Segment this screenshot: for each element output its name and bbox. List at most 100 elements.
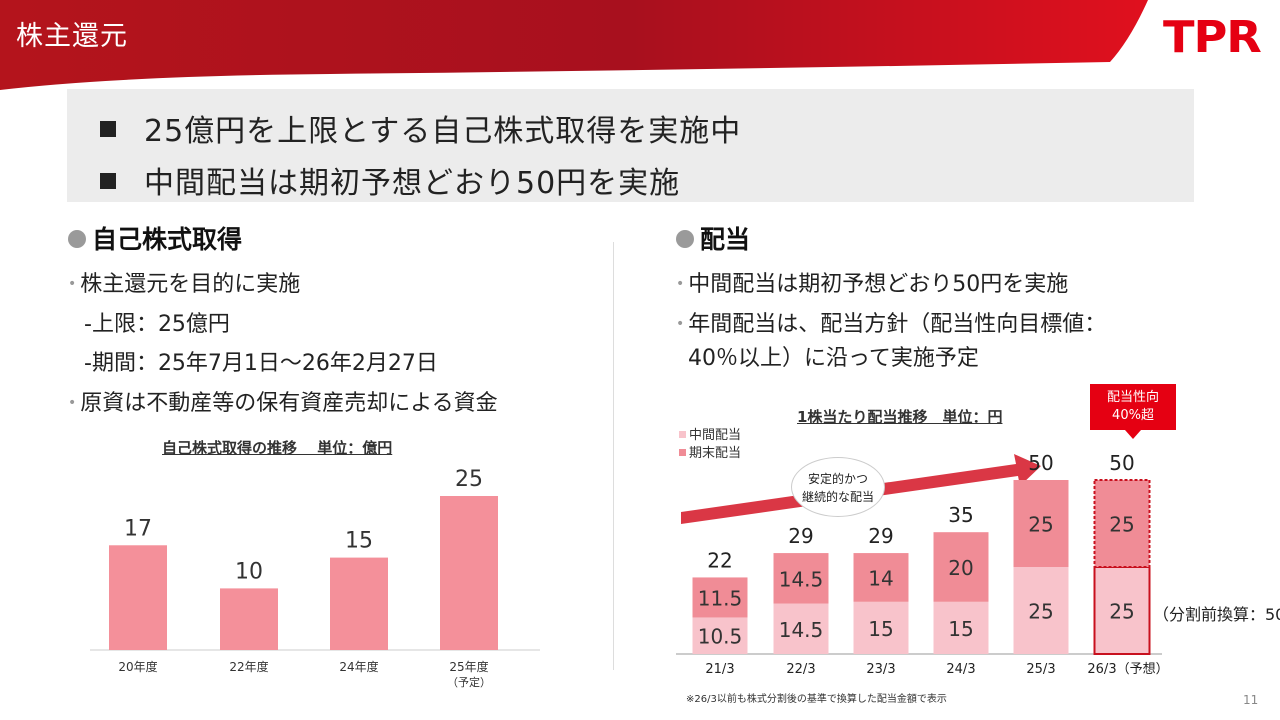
bar-interim [1013,567,1069,654]
buyback-bullet-1: • 株主還元を目的に実施 [68,266,300,298]
buyback-category-label: 24年度 [339,659,378,674]
bar-interim [773,603,829,654]
bar-year-end-forecast [1093,479,1151,568]
dividend-bullet-2: • 年間配当は、配当方針（配当性向目標値： [676,306,1106,338]
total-value-label: 29 [788,524,813,548]
total-value-label: 50 [1028,451,1053,475]
buyback-bar [330,557,388,650]
bar-interim-forecast [1093,566,1151,655]
buyback-bar [109,545,167,650]
tpr-logo: TPR [1163,12,1262,63]
buyback-bullet-3-text: -期間：25年7月1日～26年2月27日 [84,351,438,376]
dot-bullet-icon: • [676,276,685,292]
bar-year-end [853,553,909,602]
dividend-category-label: 22/3 [786,662,815,677]
square-bullet-icon [100,172,116,189]
interim-value-label: 14.5 [779,618,824,642]
year-end-value-label: 11.5 [698,586,743,610]
year-end-value-label: 25 [1109,513,1134,537]
dividend-bullet-2-text: 年間配当は、配当方針（配当性向目標値： [688,312,1107,337]
summary-text-1: 25億円を上限とする自己株式取得を実施中 [144,114,742,149]
dividend-bullet-3: 40％以上）に沿って実施予定 [688,340,979,372]
bar-year-end [933,532,989,602]
buyback-bullet-4-text: 原資は不動産等の保有資産売却による資金 [80,391,498,416]
footnote: ※26/3以前も株式分割後の基準で換算した配当金額で表示 [686,694,947,705]
buyback-bar [220,588,278,650]
bar-interim [933,601,989,654]
buyback-bullet-4: • 原資は不動産等の保有資産売却による資金 [68,385,498,417]
buyback-bullet-1-text: 株主還元を目的に実施 [80,272,301,297]
legend-label-interim: 中間配当 [689,428,741,443]
buyback-title-text: 自己株式取得 [92,225,243,254]
buyback-bullet-2: -上限：25億円 [84,306,230,338]
payout-badge-line-2: 40%超 [1112,408,1154,423]
dividend-chart-title: 1株当たり配当推移 単位：円 [797,408,1003,426]
summary-text-2: 中間配当は期初予想どおり50円を実施 [144,166,681,201]
stable-dividend-bubble: 安定的かつ 継続的な配当 [791,457,885,517]
interim-value-label: 15 [948,617,973,641]
dividend-category-label: 25/3 [1026,662,1055,677]
summary-box [67,89,1194,202]
legend-swatch-interim [679,431,686,438]
buyback-value-label: 17 [124,516,152,541]
interim-value-label: 25 [1109,600,1134,624]
buyback-bullet-2-text: -上限：25億円 [84,312,230,337]
interim-value-label: 15 [868,617,893,641]
dividend-bullet-3-text: 40％以上）に沿って実施予定 [688,346,979,371]
payout-ratio-badge: 配当性向 40%超 [1090,384,1176,439]
section-divider [613,242,614,670]
bubble-line-1: 安定的かつ [807,472,868,486]
summary-line-1: 25億円を上限とする自己株式取得を実施中 [100,106,741,150]
dividend-category-label: 21/3 [705,662,734,677]
legend-swatch-year-end [679,449,686,456]
buyback-bullet-3: -期間：25年7月1日～26年2月27日 [84,345,438,377]
buyback-value-label: 10 [235,559,263,584]
buyback-value-label: 25 [455,467,483,492]
year-end-value-label: 20 [948,556,973,580]
bar-year-end [1013,480,1069,567]
buyback-section-title: 自己株式取得 [68,220,242,256]
dot-bullet-icon: • [676,316,685,332]
total-value-label: 50 [1109,451,1134,475]
year-end-value-label: 14 [868,566,893,590]
dividend-category-label: 24/3 [946,662,975,677]
circle-bullet-icon [68,230,86,248]
page-number: 11 [1243,693,1259,707]
split-note: （分割前換算：50） [1153,605,1280,624]
year-end-value-label: 25 [1028,513,1053,537]
payout-badge-line-1: 配当性向 [1106,390,1159,405]
square-bullet-icon [100,120,116,137]
header-band [0,0,1148,90]
buyback-chart-title: 自己株式取得の推移 単位：億円 [162,439,393,457]
circle-bullet-icon [676,230,694,248]
legend-label-year-end: 期末配当 [689,446,741,461]
buyback-category-sublabel: （予定） [447,675,491,689]
interim-value-label: 25 [1028,600,1053,624]
buyback-category-label: 25年度 [449,659,488,674]
buyback-category-label: 20年度 [118,659,157,674]
bar-interim [853,601,909,654]
dot-bullet-icon: • [68,276,77,292]
buyback-chart: 17 20年度 10 22年度 15 24年度 25 25年度（予定） [90,467,540,689]
buyback-value-label: 15 [345,529,373,554]
dividend-bullet-1-text: 中間配当は期初予想どおり50円を実施 [688,272,1069,297]
year-end-value-label: 14.5 [779,567,824,591]
total-value-label: 29 [868,524,893,548]
page-title: 株主還元 [16,21,128,52]
buyback-bar [440,496,498,650]
dividend-category-label: 26/3（予想） [1087,661,1166,677]
summary-line-2: 中間配当は期初予想どおり50円を実施 [100,158,680,202]
dividend-bullet-1: • 中間配当は期初予想どおり50円を実施 [676,266,1068,298]
dividend-category-label: 23/3 [866,662,895,677]
dividend-section-title: 配当 [676,220,750,256]
bubble-line-2: 継続的な配当 [801,490,874,504]
buyback-category-label: 22年度 [229,659,268,674]
total-value-label: 35 [948,503,973,527]
bar-year-end [692,577,748,618]
dot-bullet-icon: • [68,395,77,411]
dividend-title-text: 配当 [700,225,751,254]
bar-interim [692,617,748,654]
total-value-label: 22 [707,548,732,572]
interim-value-label: 10.5 [698,625,743,649]
bar-year-end [773,553,829,604]
